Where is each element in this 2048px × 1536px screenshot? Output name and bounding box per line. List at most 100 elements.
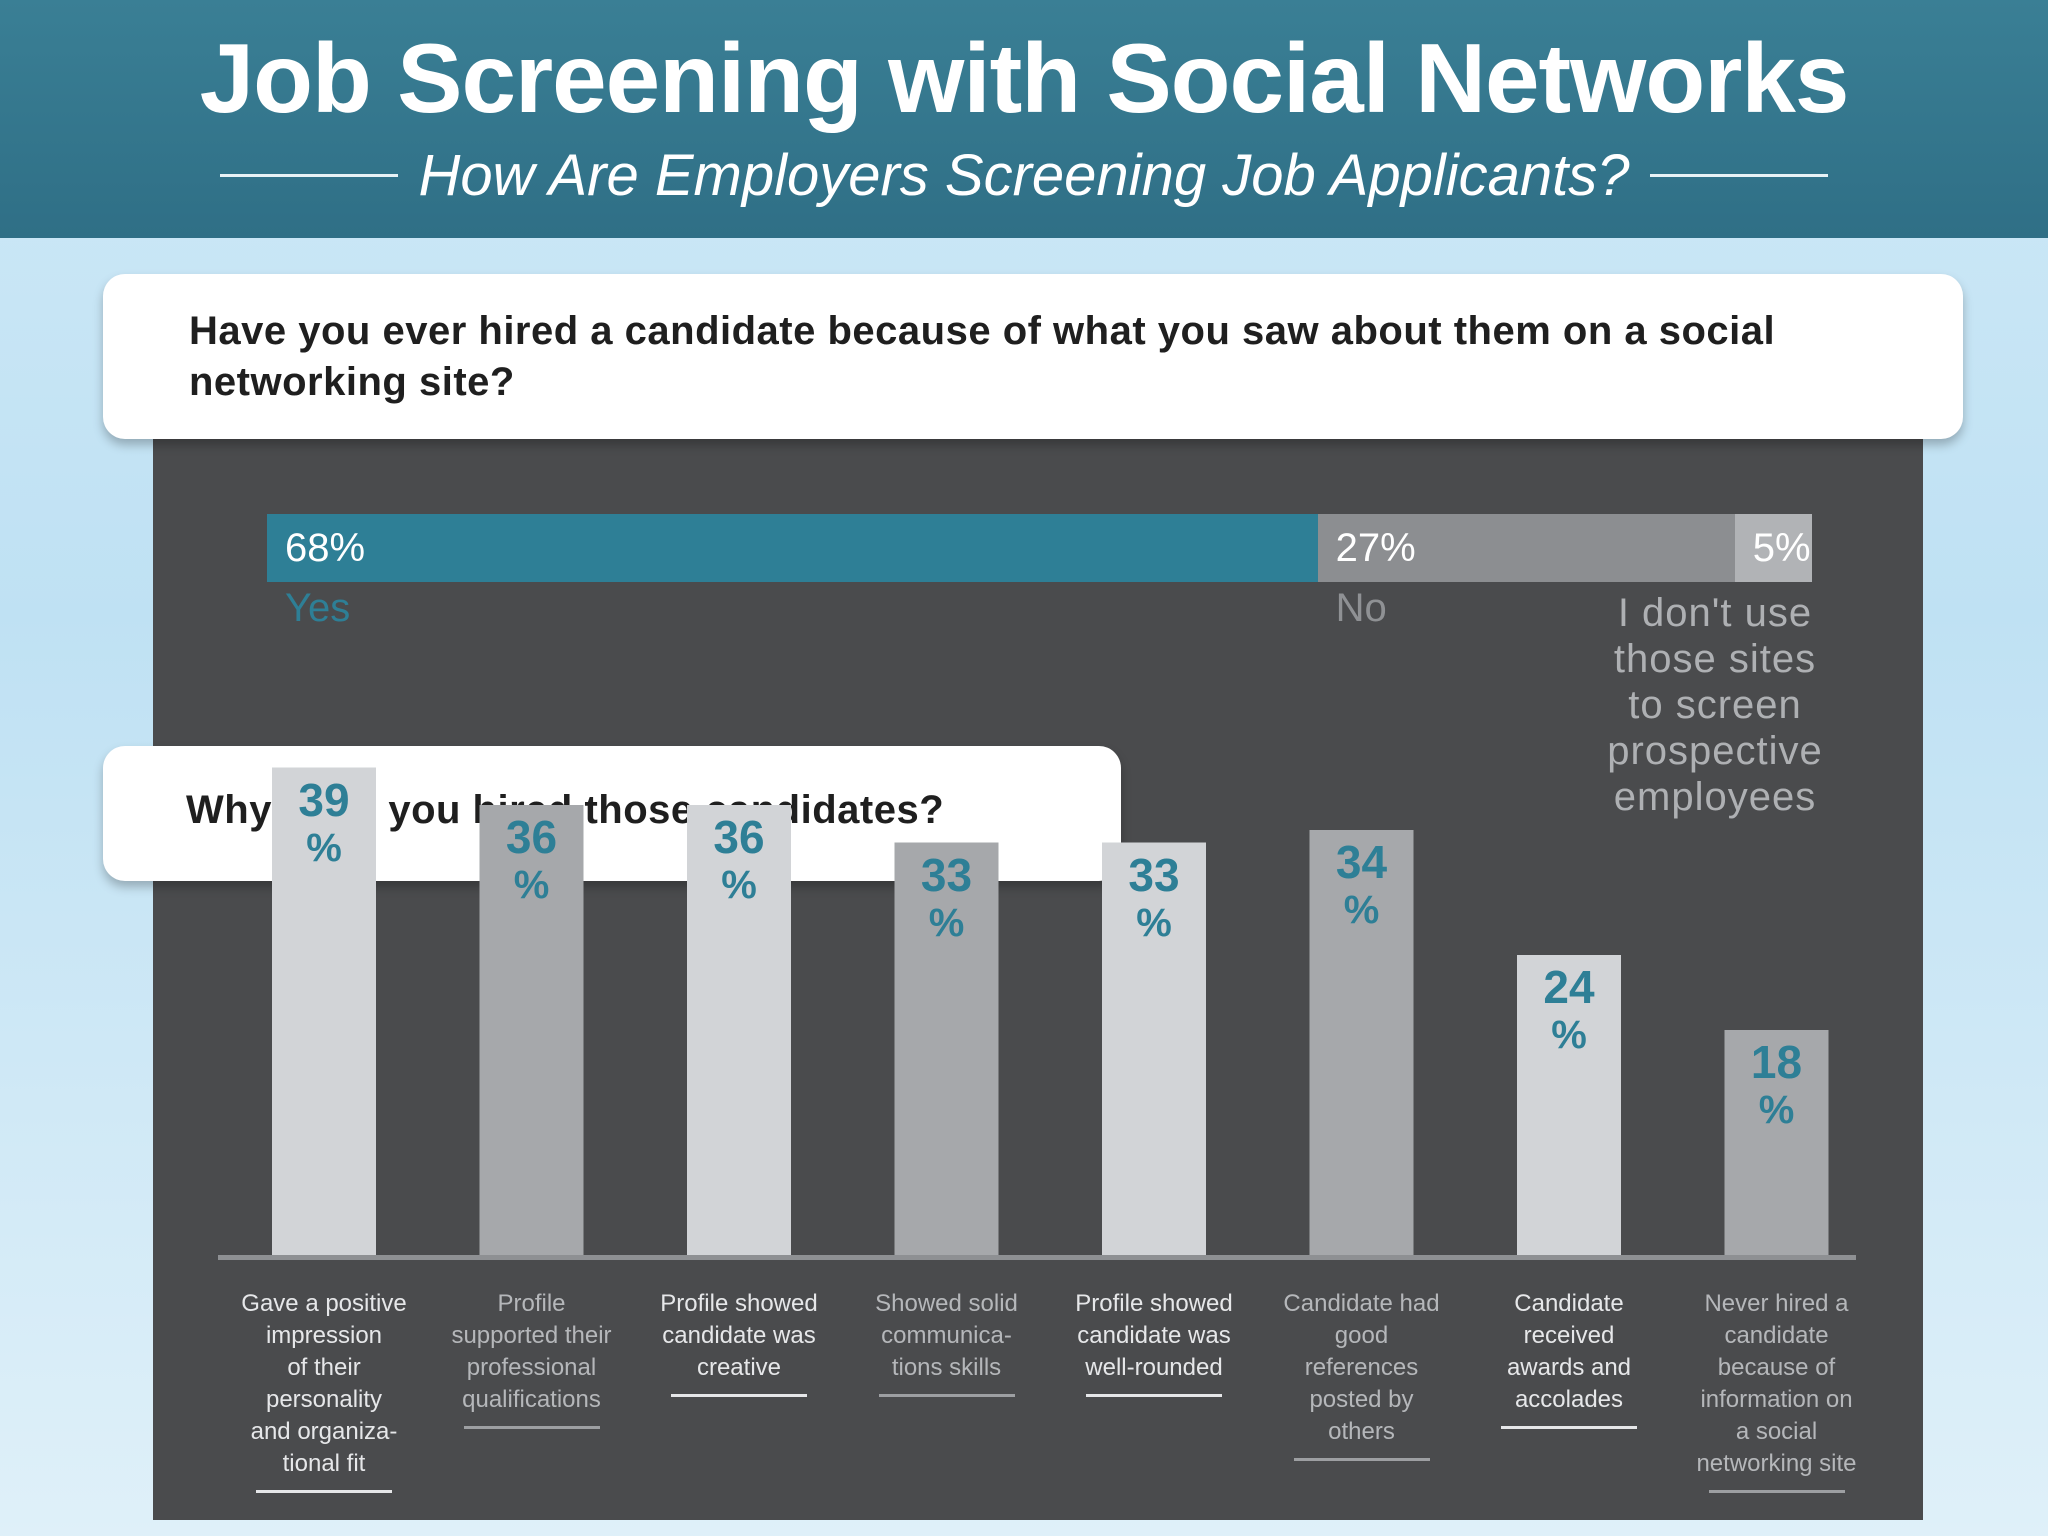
category-label-line: supported their xyxy=(451,1322,612,1349)
category-label-line: good xyxy=(1334,1322,1389,1349)
bar-value-percent-sign: % xyxy=(721,863,757,907)
category-underline xyxy=(671,1394,807,1397)
category-label-line: received xyxy=(1523,1322,1615,1349)
bar-value-percent-sign: % xyxy=(928,900,965,945)
stack-segment-no xyxy=(1317,514,1735,582)
stack-percent-label: 5% xyxy=(1752,526,1811,570)
bar-value-label: 39% xyxy=(272,776,376,872)
bar-value-label: 36% xyxy=(687,813,791,909)
bar-value-label: 34% xyxy=(1310,838,1414,934)
dontuse-label-line: employees xyxy=(1613,775,1817,819)
bar-value-label: 33% xyxy=(895,851,999,947)
bar-1 xyxy=(272,767,376,1255)
bar-value-label: 36% xyxy=(480,813,584,909)
bar-value-percent-sign: % xyxy=(1551,1013,1587,1057)
bar-value-number: 24 xyxy=(1543,961,1595,1013)
category-label-line: Showed solid xyxy=(875,1290,1018,1317)
category-underline xyxy=(256,1490,392,1493)
bar-value-label: 24% xyxy=(1517,963,1621,1059)
category-label-line: candidate was xyxy=(662,1322,816,1349)
stack-percent-label: 68% xyxy=(285,526,366,570)
bar-value-percent-sign: % xyxy=(1758,1088,1795,1132)
subtitle-rule-left xyxy=(220,173,399,177)
header-banner: Job Screening with Social Networks How A… xyxy=(0,0,2048,238)
dontuse-label-line: I don't use xyxy=(1617,591,1813,635)
category-underline xyxy=(1708,1490,1845,1493)
category-label: Profile showed candidate was well-rounded xyxy=(1056,1288,1252,1384)
category-label-line: Candidate had xyxy=(1283,1290,1440,1317)
stack-segment-yes xyxy=(267,514,1318,582)
category-label-line: professional xyxy=(466,1354,597,1381)
category-label: Showed solid communica-tions skills xyxy=(849,1288,1045,1384)
category-label-line: Never hired a xyxy=(1704,1290,1849,1317)
bar-value-number: 36 xyxy=(713,811,765,863)
category-label-line: tions skills xyxy=(891,1354,1002,1381)
category-label-line: because of xyxy=(1717,1354,1836,1381)
dontuse-label-line: to screen xyxy=(1628,683,1802,727)
category-label-line: personality xyxy=(265,1386,383,1413)
category-label: Profile supported their professional qualif… xyxy=(434,1288,630,1416)
category-label-line: tional fit xyxy=(282,1450,366,1477)
category-label-line: qualifications xyxy=(462,1386,601,1413)
category-label-line: posted by xyxy=(1309,1386,1414,1413)
question-1-bubble: Have you ever hired a candidate because … xyxy=(103,274,1963,439)
bar-value-percent-sign: % xyxy=(1343,888,1380,932)
stack-category-label: No xyxy=(1335,586,1387,630)
category-label-line: Candidate xyxy=(1514,1290,1624,1317)
subtitle-row: How Are Employers Screening Job Applican… xyxy=(0,140,2048,210)
category-label: Candidate received awards and accolades xyxy=(1471,1288,1667,1416)
category-label: Profile showed candidate was creative xyxy=(641,1288,837,1384)
bar-value-percent-sign: % xyxy=(1136,900,1172,945)
category-label-line: information on xyxy=(1700,1386,1853,1413)
bar-2 xyxy=(479,805,584,1255)
dontuse-label-line: prospective xyxy=(1607,729,1823,773)
category-label: Candidate had good references posted by othe… xyxy=(1264,1288,1460,1448)
stack-category-label: Yes xyxy=(285,586,351,630)
category-label-line: Gave a positive xyxy=(241,1290,407,1317)
bar-6 xyxy=(1309,830,1414,1255)
bar-value-percent-sign: % xyxy=(306,825,342,870)
bar-value-label: 18% xyxy=(1725,1038,1829,1134)
category-label-line: and organiza- xyxy=(250,1418,398,1445)
bar-7 xyxy=(1517,955,1621,1255)
category-underline xyxy=(878,1394,1015,1397)
category-underline xyxy=(1086,1394,1222,1397)
category-label-line: others xyxy=(1328,1418,1395,1445)
question-1-text: Have you ever hired a candidate because … xyxy=(189,309,1776,404)
bar-value-percent-sign: % xyxy=(513,863,550,907)
bar-5 xyxy=(1102,842,1206,1255)
category-label-line: candidate xyxy=(1724,1322,1829,1349)
category-label-line: accolades xyxy=(1514,1386,1624,1413)
category-label-line: well-rounded xyxy=(1085,1354,1223,1381)
category-label-line: networking site xyxy=(1696,1450,1857,1477)
category-label-line: communica- xyxy=(881,1322,1012,1349)
bar-value-number: 36 xyxy=(505,811,558,863)
bar-3 xyxy=(687,805,791,1255)
category-label-line: impression xyxy=(265,1322,383,1349)
category-underline xyxy=(1501,1426,1637,1429)
category-label-line: awards and xyxy=(1506,1354,1632,1381)
subtitle-rule-right xyxy=(1649,173,1828,177)
stack-category-label-dontuse: I don't use those sites to screen prospecti… xyxy=(1560,590,1870,820)
category-label-line: Profile showed xyxy=(1075,1290,1233,1317)
category-label: Gave a positive impression of their persona… xyxy=(226,1288,422,1480)
dontuse-label-line: those sites xyxy=(1613,637,1817,681)
category-label-line: references xyxy=(1304,1354,1419,1381)
bar-value-number: 33 xyxy=(920,848,973,901)
category-underline xyxy=(463,1426,600,1429)
category-label-line: candidate was xyxy=(1077,1322,1231,1349)
category-label-line: Profile xyxy=(497,1290,566,1317)
bar-value-number: 34 xyxy=(1335,836,1388,888)
bar-4 xyxy=(894,842,999,1255)
category-label-line: creative xyxy=(696,1354,782,1381)
bar-value-number: 18 xyxy=(1750,1036,1803,1088)
category-label-line: of their xyxy=(287,1354,361,1381)
bar-8 xyxy=(1724,1030,1829,1255)
category-label-line: a social xyxy=(1735,1418,1818,1445)
page-title: Job Screening with Social Networks xyxy=(199,23,1850,133)
x-axis-line xyxy=(218,1255,1856,1260)
stack-percent-label: 27% xyxy=(1335,526,1416,570)
bar-value-number: 33 xyxy=(1128,848,1180,901)
stack-segment-i xyxy=(1734,514,1812,582)
